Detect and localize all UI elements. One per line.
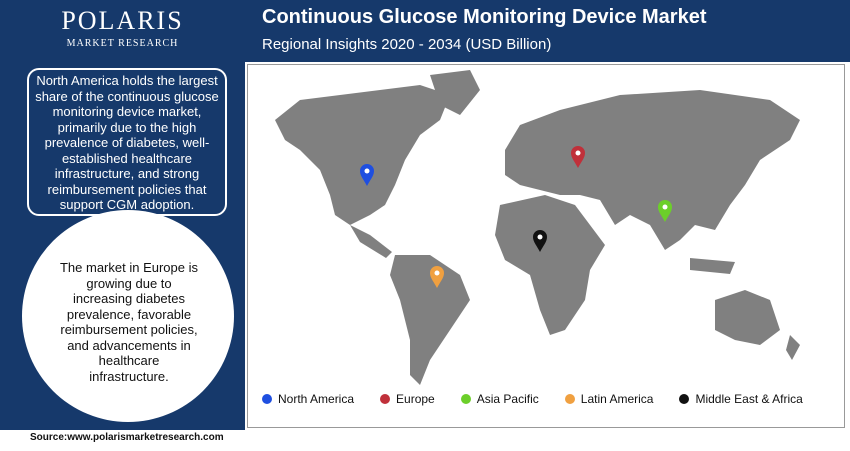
note-text: The market in Europe is growing due to i… <box>59 260 198 384</box>
continents <box>275 70 800 385</box>
greenland <box>430 70 480 115</box>
map-pin <box>360 164 374 186</box>
legend-dot <box>679 394 690 404</box>
legend-label: Asia Pacific <box>476 392 539 406</box>
logo-tagline: MARKET RESEARCH <box>66 38 179 49</box>
legend-dot <box>460 394 471 404</box>
legend-dot <box>564 394 575 404</box>
central-america <box>350 225 392 258</box>
australia <box>715 290 780 345</box>
map-pin <box>571 146 585 168</box>
indonesia <box>690 258 735 274</box>
pin-hole <box>575 150 581 156</box>
legend-label: Middle East & Africa <box>695 392 803 406</box>
legend-label: North America <box>278 392 355 406</box>
legend-dot <box>380 394 391 404</box>
legend: North America Europe Asia Pacific Latin Ame… <box>262 392 803 406</box>
legend-item: Europe <box>380 392 435 406</box>
pin-hole <box>537 234 543 240</box>
legend-item: Asia Pacific <box>460 392 539 406</box>
source: Source:www.polarismarketresearch.com <box>30 432 224 443</box>
legend-dot <box>262 394 272 404</box>
note-circle <box>22 210 234 422</box>
north-america <box>275 85 450 225</box>
eurasia <box>505 90 800 250</box>
header-band <box>245 0 850 62</box>
logo-name: POLARIS <box>61 6 184 35</box>
pins <box>360 146 672 288</box>
legend-label: Latin America <box>580 392 654 406</box>
legend-label: Europe <box>396 392 435 406</box>
pin-hole <box>434 270 440 276</box>
note-box: North America holds the largest share of… <box>27 68 227 216</box>
map-pin <box>658 200 672 222</box>
map-pin <box>533 230 547 252</box>
world-map <box>247 64 845 428</box>
africa <box>495 195 605 335</box>
map-pin <box>430 266 444 288</box>
pin-hole <box>662 204 668 210</box>
south-america <box>390 255 470 385</box>
pin-hole <box>364 168 370 174</box>
legend-item: North America <box>262 392 354 406</box>
subtitle: Regional Insights 2020 - 2034 (USD Billi… <box>262 36 552 53</box>
legend-item: Middle East & Africa <box>679 392 803 406</box>
new-zealand <box>786 335 800 360</box>
legend-item: Latin America <box>564 392 654 406</box>
title: Continuous Glucose Monitoring Device Mar… <box>262 6 707 28</box>
